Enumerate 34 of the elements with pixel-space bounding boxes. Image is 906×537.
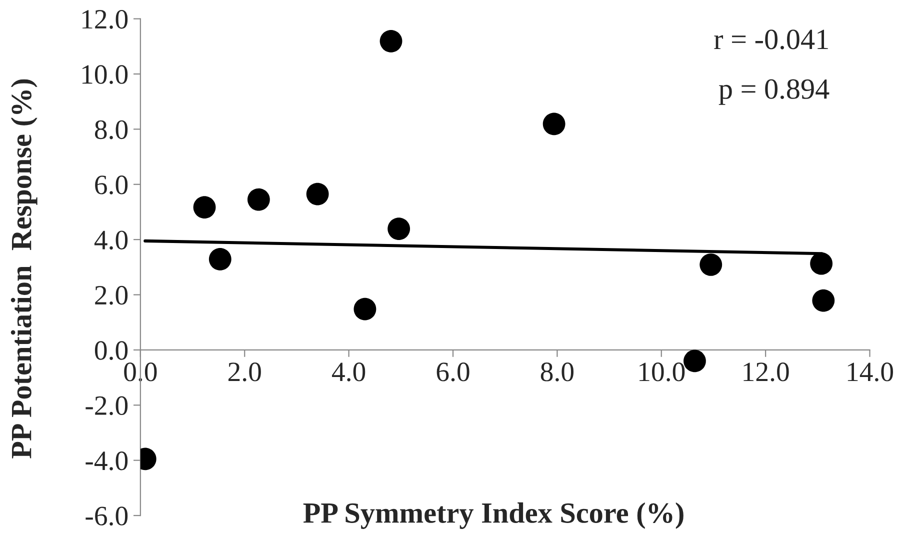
- y-tick-label: -6.0: [86, 506, 128, 526]
- x-tick-label: 12.0: [744, 362, 789, 382]
- y-tick-label: -2.0: [86, 396, 128, 416]
- x-axis-title: PP Symmetry Index Score (%): [303, 502, 684, 529]
- point: [700, 253, 722, 276]
- y-tick-label: 6.0: [95, 176, 128, 194]
- point: [193, 196, 216, 218]
- y-tick-label: -4.0: [86, 451, 128, 470]
- point: [684, 350, 706, 372]
- annotation: p = 0.894: [718, 79, 830, 105]
- point: [306, 182, 329, 206]
- y-tick-label: 10.0: [82, 65, 128, 84]
- x-tick-label: 0.0: [124, 362, 157, 382]
- point: [812, 289, 835, 312]
- x-tick-label: 10.0: [640, 362, 685, 382]
- y-tick-label: 4.0: [94, 230, 128, 250]
- point: [810, 252, 833, 275]
- point: [208, 248, 232, 270]
- y-axis-title: PP Potentiation Response (%): [10, 79, 38, 458]
- y-tick-label: 12.0: [82, 10, 128, 29]
- point: [388, 218, 410, 240]
- point: [247, 188, 270, 211]
- point: [380, 30, 402, 52]
- annotation: r = -0.041: [714, 30, 828, 50]
- x-tick-label: 4.0: [332, 362, 366, 382]
- x-tick-label: 6.0: [436, 362, 470, 382]
- y-tick-label: 8.0: [94, 120, 128, 140]
- point: [354, 298, 376, 320]
- y-tick-label: 0.0: [94, 341, 128, 360]
- x-tick-label: 2.0: [228, 362, 261, 382]
- point: [542, 112, 566, 136]
- y-tick-label: 2.0: [95, 286, 128, 305]
- x-tick-label: 14.0: [848, 362, 894, 382]
- x-tick-label: 8.0: [540, 362, 574, 382]
